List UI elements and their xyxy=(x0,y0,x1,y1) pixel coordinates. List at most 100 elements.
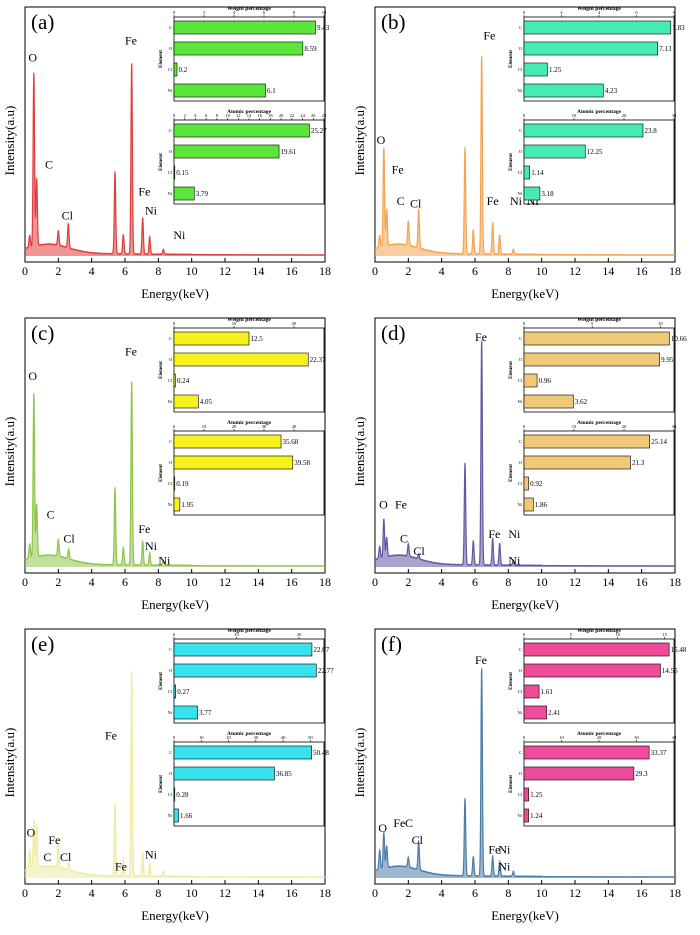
x-tick-label: 18 xyxy=(669,886,681,900)
atomic-bar-label: 23.8 xyxy=(645,127,658,135)
weight-category-label: O xyxy=(169,668,173,673)
atomic-bar xyxy=(173,186,195,201)
atomic-inset-tick-label: 14 xyxy=(247,113,252,118)
peak-annotation: Fe xyxy=(48,833,60,847)
peak-annotation: Fe xyxy=(393,816,405,830)
panel-label: (e) xyxy=(31,632,54,656)
spectrum-line xyxy=(24,381,326,567)
atomic-inset-tick-label: 10 xyxy=(572,113,577,118)
weight-inset-tick-label: 0 xyxy=(173,632,176,637)
weight-inset-frame xyxy=(523,327,675,413)
atomic-inset-tick-label: 0 xyxy=(523,113,526,118)
weight-bar-label: 3.62 xyxy=(575,398,588,406)
atomic-inset-title: Atomic percentage xyxy=(577,731,622,737)
atomic-bar-label: 1.14 xyxy=(531,169,544,177)
atomic-category-label: O xyxy=(519,771,523,776)
weight-bar-label: 7.83 xyxy=(672,24,685,32)
atomic-inset-tick-label: 20 xyxy=(279,113,284,118)
atomic-inset-ylabel: Element xyxy=(509,464,514,482)
weight-bar xyxy=(173,41,304,56)
atomic-bar-label: 33.37 xyxy=(651,749,667,757)
weight-bar xyxy=(523,705,547,720)
weight-bar-label: 3.77 xyxy=(199,709,212,717)
atomic-inset-tick-label: 16 xyxy=(257,113,262,118)
weight-inset-frame xyxy=(173,638,325,724)
atomic-bar xyxy=(173,766,275,781)
atomic-bar xyxy=(173,745,312,760)
x-tick-label: 12 xyxy=(569,575,581,589)
x-tick-label: 4 xyxy=(89,886,95,900)
atomic-inset-tick-label: 30 xyxy=(672,113,677,118)
weight-inset-tick-label: 0 xyxy=(173,321,176,326)
atomic-bar-label: 1.66 xyxy=(180,812,193,820)
atomic-category-label: C xyxy=(519,439,522,444)
atomic-inset-frame xyxy=(523,119,675,205)
atomic-bar-label: 1.95 xyxy=(181,501,194,509)
weight-bar xyxy=(173,684,176,699)
weight-category-label: O xyxy=(519,668,523,673)
x-tick-label: 8 xyxy=(155,264,161,278)
peak-annotation: O xyxy=(377,133,386,147)
weight-bar xyxy=(173,663,317,678)
atomic-inset-ylabel: Element xyxy=(159,153,164,171)
atomic-category-label: Ni xyxy=(168,813,173,818)
x-tick-label: 0 xyxy=(372,575,378,589)
atomic-bar xyxy=(173,144,280,159)
panel-b: 0 2 4 6 8 10 12 14 16 18 Energy(keV) Intensity(a.u)… xyxy=(350,0,700,311)
weight-bar-label: 1.61 xyxy=(541,688,554,696)
spectrum-line xyxy=(374,340,676,567)
spectrum-line xyxy=(24,670,326,878)
weight-bar xyxy=(523,83,604,98)
x-tick-label: 12 xyxy=(219,575,231,589)
x-axis-label: Energy(keV) xyxy=(141,597,209,612)
atomic-inset-tick-label: 24 xyxy=(300,113,305,118)
x-tick-label: 16 xyxy=(286,575,298,589)
weight-inset-tick-label: 4 xyxy=(233,10,236,15)
atomic-bar-label: 50.48 xyxy=(313,749,329,757)
weight-inset-tick-label: 10 xyxy=(322,10,327,15)
atomic-bar xyxy=(173,434,282,449)
panel-label: (f) xyxy=(381,632,402,656)
weight-category-label: Ni xyxy=(168,399,173,404)
atomic-bar-label: 0.92 xyxy=(530,480,543,488)
atomic-inset-tick-label: 20 xyxy=(232,424,237,429)
peak-annotation: O xyxy=(28,369,37,383)
weight-bar xyxy=(523,331,670,346)
x-tick-label: 18 xyxy=(319,264,331,278)
atomic-category-label: Ni xyxy=(168,191,173,196)
x-tick-label: 10 xyxy=(536,264,548,278)
panel-f: 0 2 4 6 8 10 12 14 16 18 Energy(keV) Intensity(a.u)… xyxy=(350,622,700,933)
weight-inset-tick-label: 4 xyxy=(598,10,601,15)
atomic-category-label: Ni xyxy=(518,502,523,507)
x-tick-label: 18 xyxy=(319,575,331,589)
weight-inset-ylabel: Element xyxy=(509,50,514,68)
peak-annotation: Fe xyxy=(115,860,127,874)
atomic-category-label: Cl xyxy=(168,170,173,175)
atomic-bar xyxy=(523,165,530,180)
atomic-bar-label: 0.19 xyxy=(176,480,189,488)
atomic-inset-tick-label: 50 xyxy=(308,735,313,740)
atomic-inset-ylabel: Element xyxy=(159,464,164,482)
weight-inset-tick-label: 10 xyxy=(658,321,663,326)
atomic-inset-tick-label: 40 xyxy=(292,424,297,429)
plot-frame xyxy=(24,6,326,263)
x-tick-label: 12 xyxy=(219,886,231,900)
panel-d: 0 2 4 6 8 10 12 14 16 18 Energy(keV) Intensity(a.u)… xyxy=(350,311,700,622)
y-axis-label: Intensity(a.u) xyxy=(2,106,17,176)
weight-inset-tick-label: 2 xyxy=(203,10,205,15)
x-tick-label: 18 xyxy=(319,886,331,900)
x-tick-label: 4 xyxy=(439,575,445,589)
atomic-bar-label: 19.61 xyxy=(281,148,297,156)
atomic-bar xyxy=(523,808,529,823)
atomic-inset-tick-label: 2 xyxy=(184,113,186,118)
weight-category-label: Ni xyxy=(168,710,173,715)
panel-label: (c) xyxy=(31,321,54,345)
weight-category-label: Cl xyxy=(168,67,173,72)
spectrum-line xyxy=(24,63,326,256)
atomic-inset-tick-label: 0 xyxy=(523,424,526,429)
peak-annotation: Ni xyxy=(498,843,511,857)
chart-c: 0 2 4 6 8 10 12 14 16 18 Energy(keV) Intensity(a.u)… xyxy=(2,317,331,612)
atomic-inset-title: Atomic percentage xyxy=(577,109,622,115)
peak-annotation: Cl xyxy=(413,544,425,558)
atomic-bar xyxy=(173,787,176,802)
